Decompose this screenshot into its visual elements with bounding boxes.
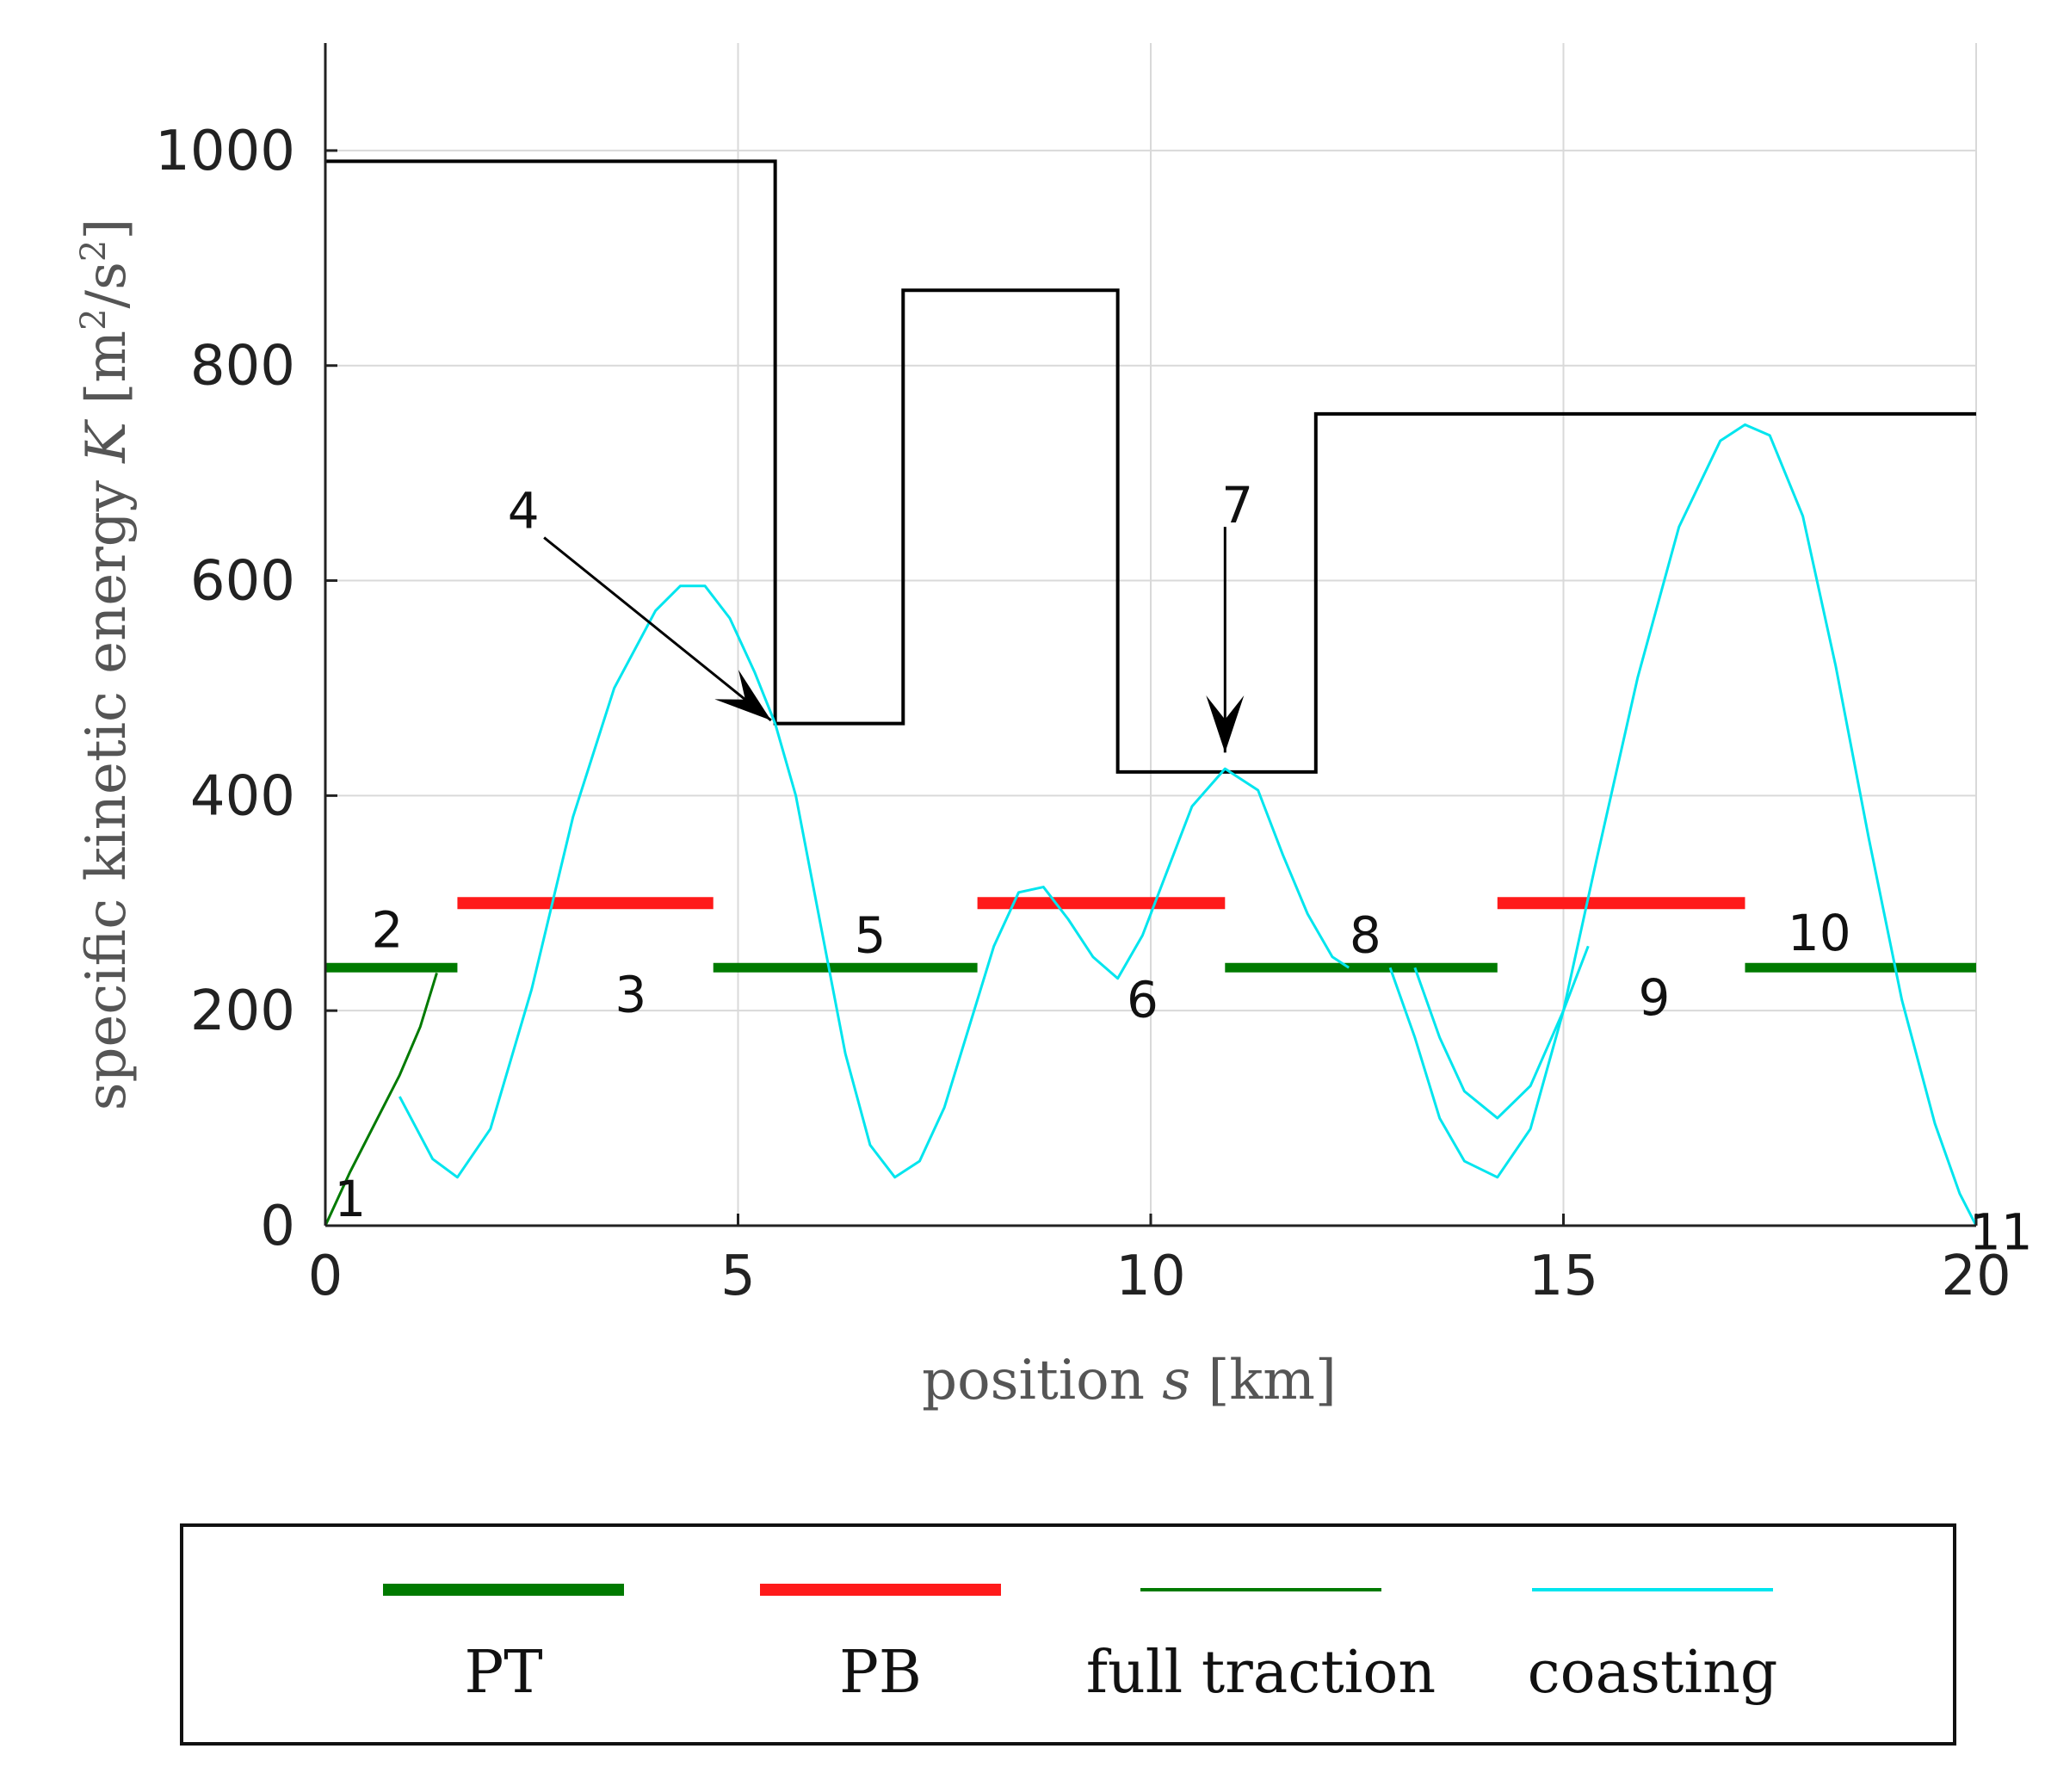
y-tick-label: 400 xyxy=(190,764,295,828)
legend-label: PT xyxy=(464,1639,542,1707)
annotation-arrow xyxy=(543,536,772,722)
annotations: 1 2 3 4 5 6 7 8 9 10 11 xyxy=(334,476,2032,1261)
legend: PT PB full traction coasting xyxy=(180,1523,1956,1746)
y-tick-label: 200 xyxy=(190,979,295,1043)
annotation-label: 10 xyxy=(1788,904,1851,962)
annotation-label: 2 xyxy=(371,901,403,960)
coasting-curve xyxy=(398,584,1350,1179)
legend-label: coasting xyxy=(1528,1639,1778,1707)
x-tick-label: 15 xyxy=(1529,1245,1598,1308)
y-tick-label: 600 xyxy=(190,550,295,614)
annotation-label: 7 xyxy=(1221,476,1253,535)
annotation-label: 8 xyxy=(1350,906,1381,965)
y-tick-label: 1000 xyxy=(155,120,295,183)
annotation-label: 6 xyxy=(1127,971,1158,1029)
grid xyxy=(325,43,1977,1226)
y-tick-label: 0 xyxy=(260,1195,295,1258)
coasting-curve xyxy=(1388,423,1978,1227)
plot-area xyxy=(324,159,1978,1227)
annotation-label: 9 xyxy=(1639,968,1671,1027)
y-tick-label: 800 xyxy=(190,335,295,399)
legend-label: full traction xyxy=(1086,1639,1436,1707)
x-tick-label: 5 xyxy=(720,1245,756,1308)
x-axis-label: position s [km] xyxy=(922,1349,1337,1412)
annotation-label: 3 xyxy=(615,965,646,1023)
arrow-head xyxy=(1206,695,1245,753)
annotation-label: 4 xyxy=(508,481,540,540)
annotation-label: 5 xyxy=(854,906,886,965)
legend-label: PB xyxy=(839,1639,922,1707)
x-tick-label: 10 xyxy=(1115,1245,1185,1308)
legend-frame xyxy=(180,1523,1956,1746)
x-tick-label: 20 xyxy=(1941,1245,2011,1308)
annotation-label: 1 xyxy=(334,1170,366,1228)
annotation-label: 11 xyxy=(1969,1202,2033,1261)
coasting-curve xyxy=(1413,945,1590,1120)
x-tick-label: 0 xyxy=(308,1245,343,1308)
speed-limit-line xyxy=(325,159,1976,774)
y-axis-label: specific kinetic energy K [m2/s2] xyxy=(74,219,139,1111)
arrow-head xyxy=(714,670,771,720)
full-traction-curve xyxy=(324,973,438,1227)
